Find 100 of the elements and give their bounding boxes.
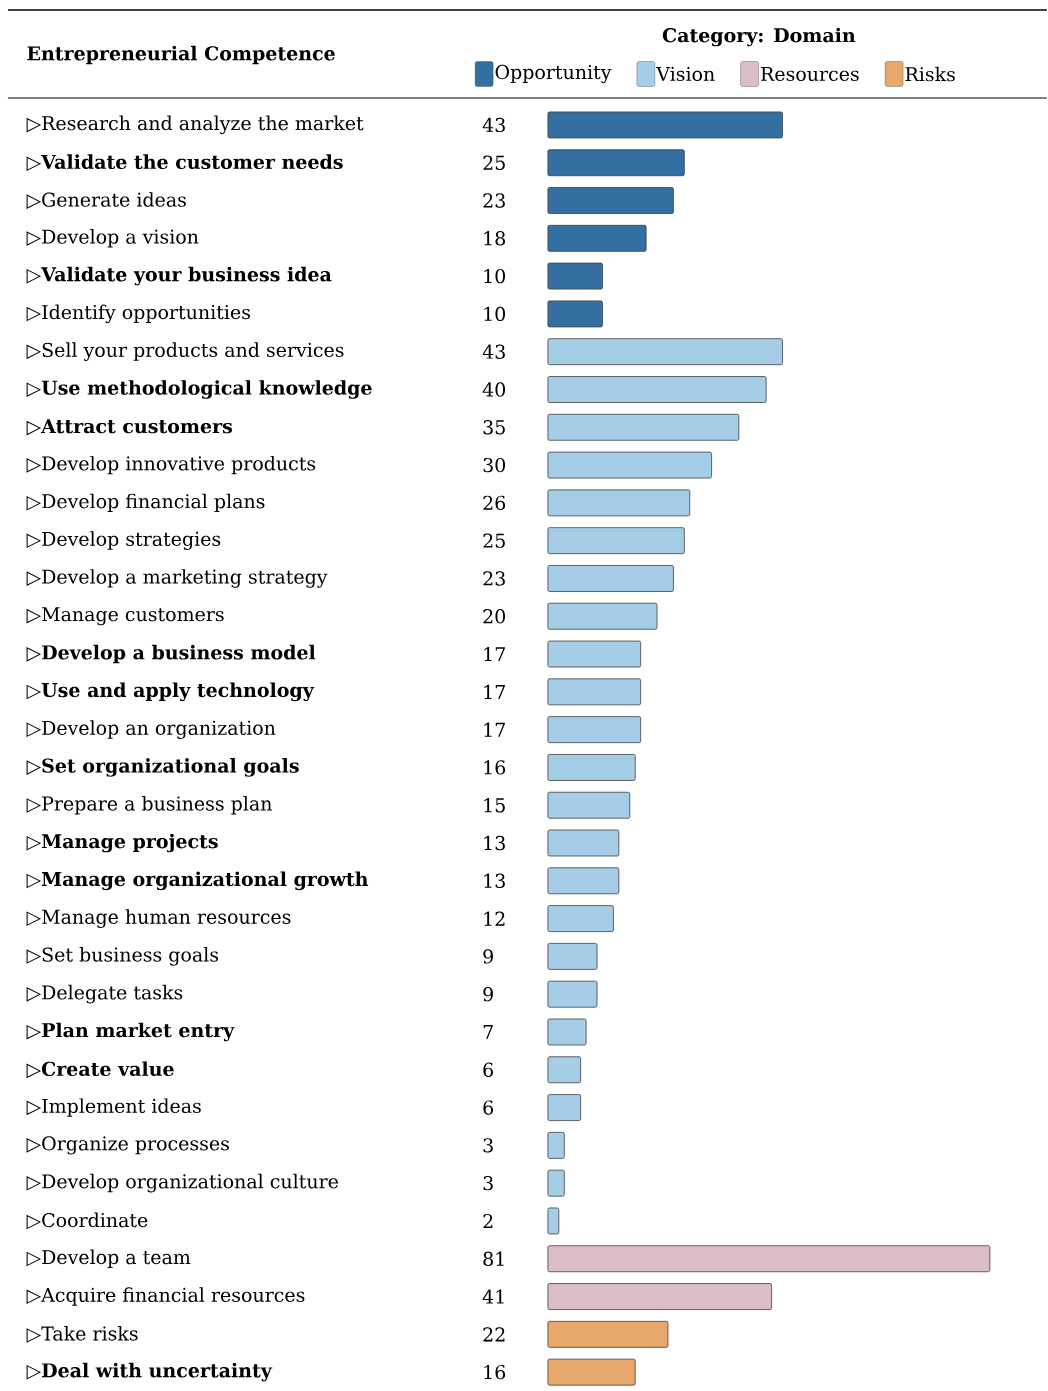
y-tick-label: ▷Develop a team [26, 1249, 191, 1268]
data-label: 22 [483, 1327, 505, 1342]
data-label: 9 [483, 949, 494, 964]
y-tick-label: ▷Manage human resources [26, 909, 291, 928]
data-label: 15 [484, 798, 506, 813]
bar [547, 980, 598, 1008]
y-tick-label: ▷Sell your products and services [26, 342, 344, 362]
legend-label: Opportunity [495, 64, 612, 84]
bar [547, 262, 604, 290]
y-tick-label: ▷Manage customers [26, 607, 224, 626]
bar [547, 1283, 773, 1310]
data-label: 6 [483, 1100, 494, 1115]
legend-label: Vision [656, 66, 715, 82]
bar [547, 943, 598, 970]
bar [547, 1018, 587, 1046]
data-label: 2 [483, 1213, 493, 1228]
y-tick-label: ▷Use and apply technology [26, 682, 315, 702]
y-tick-label: ▷Organize processes [26, 1136, 230, 1155]
y-tick-label: ▷Develop organizational culture [26, 1173, 339, 1193]
bar [547, 1207, 560, 1235]
data-label: 41 [482, 1289, 504, 1304]
legend-label: Resources [761, 66, 859, 82]
y-tick-label: ▷Validate the customer needs [26, 154, 343, 172]
bar [547, 338, 784, 366]
data-label: 3 [483, 1138, 493, 1153]
bar [547, 565, 674, 592]
data-label: 16 [484, 1364, 506, 1380]
bar [547, 1320, 669, 1348]
legend-title: Category: Domain [663, 27, 856, 47]
bar [547, 413, 740, 441]
bar [547, 905, 614, 932]
y-tick-label: ▷Set organizational goals [26, 758, 299, 777]
data-label: 17 [484, 684, 506, 699]
data-label: 13 [484, 873, 506, 888]
data-label: 23 [483, 571, 506, 586]
data-label: 16 [484, 760, 506, 775]
bar [547, 867, 620, 895]
bar [547, 300, 604, 328]
y-tick-label: ▷Validate your business idea [26, 266, 332, 286]
data-label: 17 [484, 722, 506, 737]
data-label: 17 [484, 646, 506, 662]
data-label: 25 [483, 155, 506, 170]
y-tick-label: ▷Set business goals [26, 947, 219, 966]
data-label: 12 [484, 911, 505, 926]
y-tick-label: ▷Manage projects [26, 833, 218, 853]
y-tick-label: ▷Create value [26, 1061, 174, 1079]
y-tick-label: ▷Acquire financial resources [26, 1287, 305, 1306]
y-tick-label: ▷Delegate tasks [26, 984, 183, 1004]
y-tick-label: ▷Generate ideas [26, 192, 187, 209]
data-label: 3 [483, 1175, 493, 1191]
y-tick-label: ▷Take risks [26, 1325, 138, 1343]
bar [547, 111, 784, 139]
data-label: 13 [484, 835, 506, 851]
y-tick-label: ▷Develop an organization [26, 720, 276, 739]
bar [547, 527, 685, 555]
y-tick-label: ▷Develop a marketing strategy [26, 569, 328, 588]
bar [547, 678, 642, 706]
data-label: 81 [483, 1251, 504, 1266]
data-label: 40 [482, 382, 506, 397]
y-tick-label: ▷Develop innovative products [26, 455, 316, 475]
bar [547, 1094, 582, 1121]
text: Entrepreneurial Competence [27, 45, 336, 65]
data-label: 25 [483, 533, 506, 548]
bar [547, 149, 685, 177]
y-tick-label: ▷Plan market entry [26, 1022, 235, 1042]
data-label: 10 [484, 268, 506, 284]
bar [547, 716, 642, 744]
bar [547, 829, 620, 857]
bar [547, 1056, 582, 1084]
data-label: 18 [484, 231, 506, 246]
data-label: 7 [483, 1025, 494, 1039]
y-tick-label: ▷Research and analyze the market [26, 115, 364, 135]
y-tick-label: ▷Develop a vision [26, 229, 199, 248]
y-tick-label: ▷Attract customers [26, 419, 233, 436]
data-label: 6 [483, 1062, 494, 1077]
legend-label: Risks [905, 66, 956, 82]
y-tick-label: ▷Develop financial plans [26, 493, 265, 513]
bar [547, 791, 631, 819]
data-label: 10 [484, 306, 506, 322]
data-label: 35 [483, 420, 506, 435]
bar [547, 451, 713, 479]
data-label: 30 [483, 457, 506, 473]
y-tick-label: ▷Manage organizational growth [26, 871, 369, 891]
bar [547, 754, 636, 781]
data-label: 43 [482, 117, 506, 133]
y-tick-label: ▷Prepare a business plan [26, 796, 273, 815]
y-tick-label: ▷Identify opportunities [26, 304, 251, 324]
bar [547, 640, 642, 668]
bar [547, 1245, 991, 1273]
bar [547, 1169, 565, 1197]
bar [547, 224, 647, 252]
y-tick-label: ▷Develop a business model [26, 644, 316, 664]
data-label: 20 [483, 609, 506, 624]
y-tick-label: ▷Use methodological knowledge [26, 380, 372, 399]
data-label: 23 [483, 193, 506, 208]
y-tick-label: ▷Coordinate [26, 1212, 148, 1230]
y-tick-label: ▷Implement ideas [26, 1098, 202, 1117]
bar [547, 376, 767, 403]
y-tick-label: ▷Develop strategies [26, 531, 221, 550]
bar [547, 187, 674, 214]
